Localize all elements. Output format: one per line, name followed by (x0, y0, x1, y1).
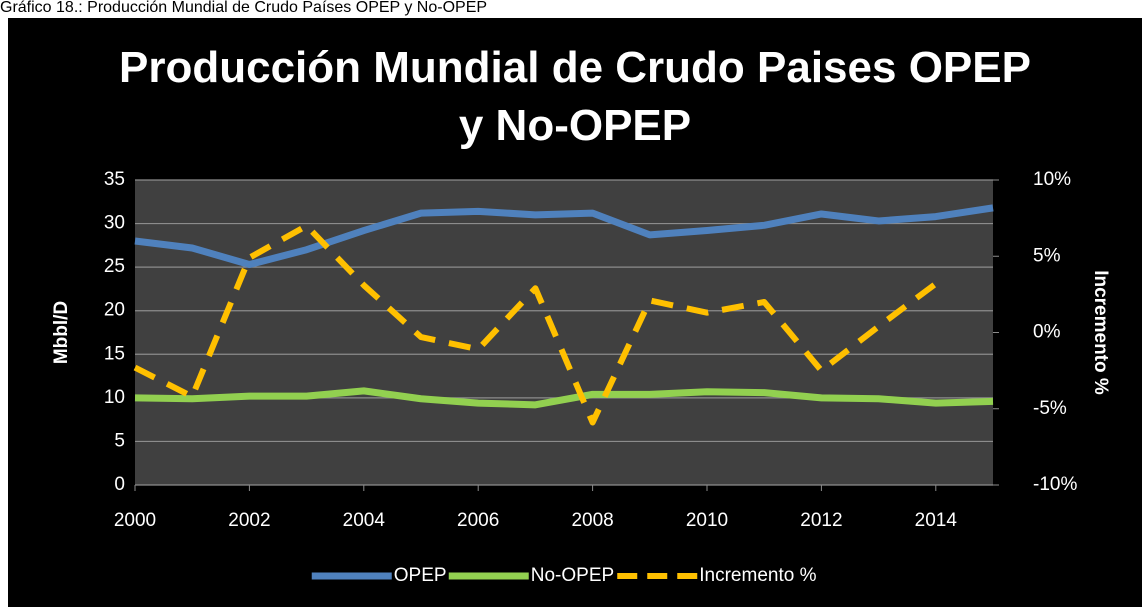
y-tick-label: 5 (114, 430, 125, 451)
y2-tick-label: -5% (1033, 398, 1067, 419)
y2-tick-label: 5% (1033, 245, 1061, 266)
x-tick-label: 2012 (800, 510, 842, 531)
legend-label: No-OPEP (531, 565, 614, 586)
x-tick-label: 2006 (457, 510, 499, 531)
y2-tick-label: 10% (1033, 169, 1071, 190)
x-tick-label: 2004 (343, 510, 386, 531)
y-tick-label: 15 (104, 343, 125, 364)
y2-tick-label: -10% (1033, 474, 1077, 495)
series-line (134, 387, 994, 409)
caption: Gráfico 18.: Producción Mundial de Crudo… (0, 0, 488, 16)
y-tick-label: 30 (104, 213, 125, 234)
y-tick-label: 0 (114, 474, 125, 495)
x-tick-label: 2000 (114, 510, 156, 531)
y-tick-label: 10 (104, 387, 125, 408)
series-line (134, 204, 994, 269)
x-tick-label: 2008 (571, 510, 613, 531)
x-tick-label: 2002 (228, 510, 270, 531)
legend-label: OPEP (394, 565, 447, 586)
y-axis-label: Mbbl/D (51, 301, 72, 364)
chart-title: Producción Mundial de Crudo Paises OPEP y… (119, 43, 1031, 150)
x-tick-label: 2010 (686, 510, 728, 531)
y-tick-label: 20 (104, 300, 125, 321)
legend-label: Incremento % (699, 565, 816, 586)
y2-axis-label: Incremento % (1090, 270, 1111, 395)
y-tick-label: 35 (104, 169, 125, 190)
x-tick-label: 2014 (915, 510, 958, 531)
plot-area (135, 180, 993, 485)
y2-tick-label: 0% (1033, 322, 1061, 343)
series-line (133, 222, 938, 426)
title-line: Producción Mundial de Crudo Paises OPEP (119, 43, 1031, 92)
y-tick-label: 25 (104, 256, 125, 277)
title-line: y No-OPEP (459, 101, 691, 150)
